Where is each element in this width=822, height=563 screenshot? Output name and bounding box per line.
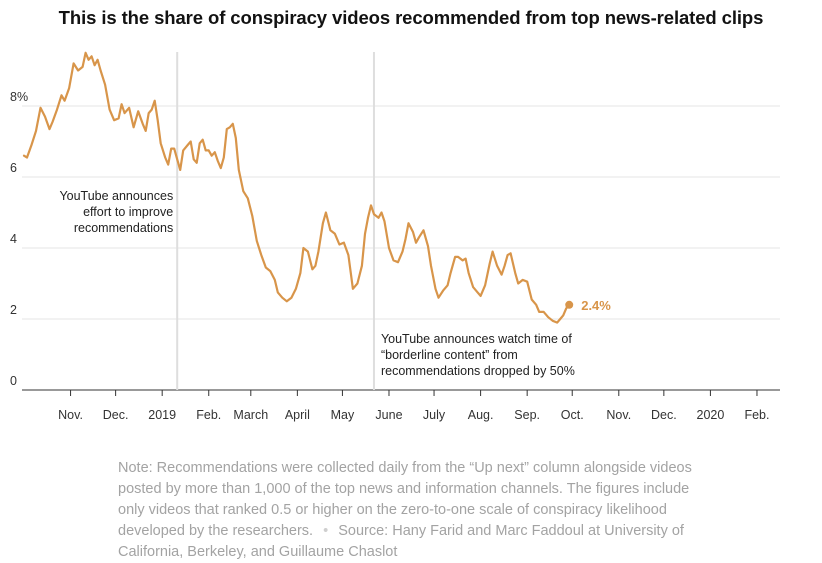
source-text: Source: Hany Farid and Marc Faddoul at U… bbox=[118, 523, 684, 560]
y-tick-label: 8% bbox=[10, 90, 28, 104]
x-tick-label: Dec. bbox=[651, 408, 677, 422]
y-axis-labels: 0 2 4 6 8% bbox=[10, 90, 28, 388]
x-tick-label: Aug. bbox=[468, 408, 494, 422]
x-axis: Nov. Dec. 2019 Feb. March April May June July Aug… bbox=[58, 390, 769, 422]
x-tick-label: 2020 bbox=[697, 408, 725, 422]
x-tick-label: Dec. bbox=[103, 408, 129, 422]
line-chart: 0 2 4 6 8% Nov. Dec. 2019 Feb. March April May June… bbox=[10, 51, 780, 422]
separator-dot: • bbox=[323, 523, 329, 539]
y-tick-label: 2 bbox=[10, 303, 17, 317]
x-tick-label: June bbox=[375, 408, 402, 422]
annotation-line: “borderline content” from bbox=[381, 348, 518, 362]
x-tick-label: Sep. bbox=[514, 408, 540, 422]
y-tick-label: 0 bbox=[10, 374, 17, 388]
x-tick-label: Feb. bbox=[196, 408, 221, 422]
x-tick-label: May bbox=[331, 408, 355, 422]
x-tick-label: 2019 bbox=[148, 408, 176, 422]
x-tick-label: July bbox=[423, 408, 446, 422]
annotation-line: effort to improve bbox=[83, 205, 173, 219]
end-value-label: 2.4% bbox=[581, 298, 611, 313]
x-tick-label: April bbox=[285, 408, 310, 422]
series-line bbox=[22, 51, 571, 324]
series-group: 2.4% bbox=[22, 51, 611, 324]
y-tick-label: 4 bbox=[10, 232, 17, 246]
x-tick-label: Oct. bbox=[561, 408, 584, 422]
chart-title: This is the share of conspiracy videos r… bbox=[58, 7, 764, 28]
note-text: Note: Recommendations were collected dai… bbox=[118, 460, 692, 539]
x-tick-label: Nov. bbox=[606, 408, 631, 422]
y-tick-label: 6 bbox=[10, 161, 17, 175]
gridlines bbox=[22, 105, 780, 391]
chart-note: Note: Recommendations were collected dai… bbox=[118, 458, 708, 563]
end-point bbox=[565, 300, 574, 309]
x-tick-label: March bbox=[233, 408, 268, 422]
x-tick-label: Feb. bbox=[744, 408, 769, 422]
event-markers bbox=[176, 52, 375, 390]
annotations: YouTube announces effort to improve recomm… bbox=[59, 189, 574, 378]
annotation-line: YouTube announces watch time of bbox=[381, 332, 572, 346]
annotation-line: YouTube announces bbox=[59, 189, 173, 203]
x-tick-label: Nov. bbox=[58, 408, 83, 422]
annotation-line: recommendations dropped by 50% bbox=[381, 364, 575, 378]
annotation-line: recommendations bbox=[74, 221, 173, 235]
